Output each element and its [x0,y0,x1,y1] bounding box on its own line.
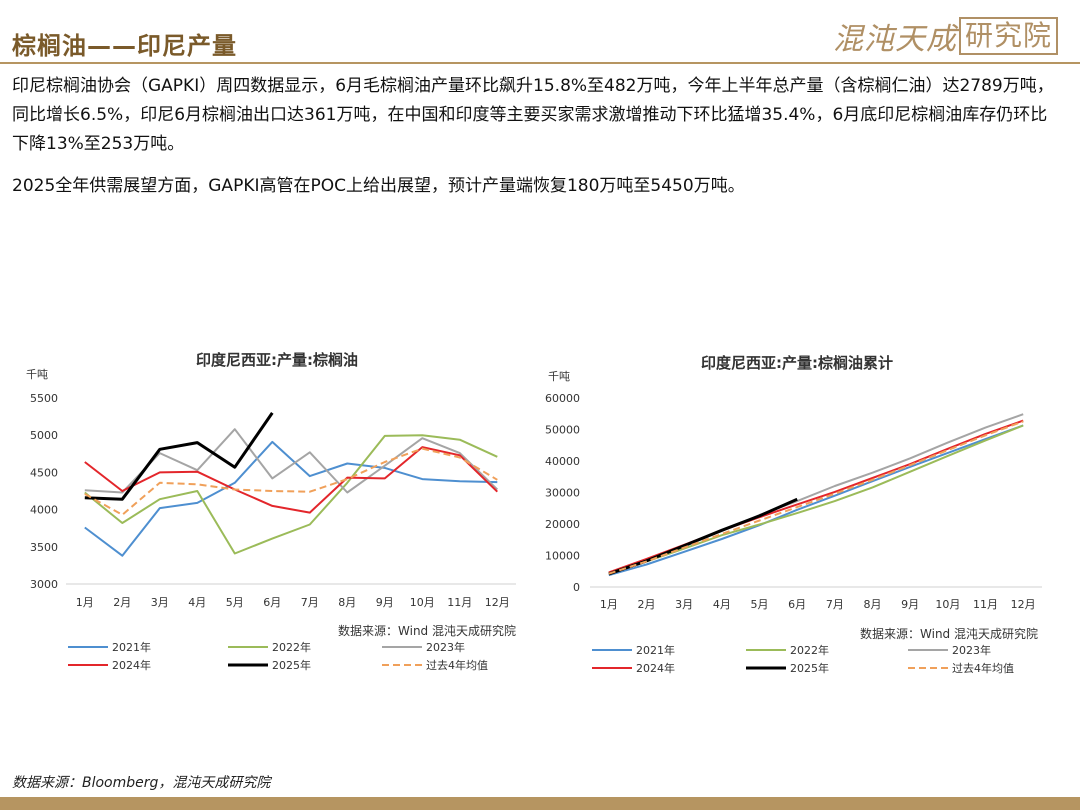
y-axis-unit: 千吨 [26,368,48,381]
y-tick-label: 0 [573,581,580,594]
legend-label: 2023年 [426,640,465,654]
legend-label: 2024年 [112,658,151,672]
x-tick-label: 8月 [338,596,356,609]
y-tick-label: 4000 [30,504,58,517]
header-divider [0,62,1080,64]
x-tick-label: 3月 [675,598,693,611]
legend-label: 2024年 [636,661,675,675]
legend-label: 2021年 [636,643,675,657]
logo-main-text: 混沌天成 [832,22,957,57]
x-tick-label: 8月 [864,598,882,611]
x-tick-label: 9月 [376,596,394,609]
series-line-5 [84,447,498,516]
chart-title: 印度尼西亚:产量:棕榈油累计 [701,354,893,372]
legend-label: 2025年 [790,661,829,675]
legend-label: 2023年 [952,643,991,657]
y-tick-label: 5000 [30,429,58,442]
y-tick-label: 5500 [30,392,58,405]
series-line-2 [84,428,498,494]
x-tick-label: 4月 [713,598,731,611]
legend-label: 过去4年均值 [426,658,488,672]
legend-label: 2025年 [272,658,311,672]
series-line-3 [84,446,498,514]
x-tick-label: 10月 [935,598,960,611]
header: 棕榈油——印尼产量 混沌天成 研究院 [0,0,1080,64]
y-tick-label: 3500 [30,541,58,554]
legend-label: 2022年 [272,640,311,654]
series-line-0 [84,440,498,557]
series-line-0 [608,424,1024,577]
y-tick-label: 30000 [545,487,580,500]
summary-paragraph-1: 印尼棕榈油协会（GAPKI）周四数据显示，6月毛棕榈油产量环比飙升15.8%至4… [12,76,1054,154]
footer-bar [0,797,1080,810]
logo-box-text: 研究院 [958,17,1058,55]
series-line-5 [608,420,1024,575]
x-tick-label: 4月 [188,596,206,609]
x-tick-label: 2月 [113,596,131,609]
x-tick-label: 6月 [788,598,806,611]
x-tick-label: 6月 [263,596,281,609]
series-line-1 [84,434,498,555]
y-tick-label: 60000 [545,392,580,405]
chart-source-note: 数据来源：Wind 混沌天成研究院 [338,623,516,638]
brand-logo: 混沌天成 研究院 [833,14,1058,58]
x-tick-label: 7月 [826,598,844,611]
footer-source: 数据来源：Bloomberg，混沌天成研究院 [12,775,271,791]
x-tick-label: 5月 [226,596,244,609]
x-tick-label: 12月 [1011,598,1036,611]
legend-label: 2021年 [112,640,151,654]
x-tick-label: 1月 [600,598,618,611]
series-line-4 [84,412,274,501]
chart-title: 印度尼西亚:产量:棕榈油 [196,351,358,369]
y-tick-label: 20000 [545,518,580,531]
y-tick-label: 50000 [545,424,580,437]
x-tick-label: 11月 [447,596,472,609]
x-tick-label: 11月 [973,598,998,611]
x-tick-label: 10月 [410,596,435,609]
x-tick-label: 9月 [901,598,919,611]
legend-label: 2022年 [790,643,829,657]
y-tick-label: 4500 [30,466,58,479]
x-tick-label: 5月 [751,598,769,611]
x-tick-label: 7月 [301,596,319,609]
y-tick-label: 3000 [30,578,58,591]
x-tick-label: 12月 [485,596,510,609]
legend-label: 过去4年均值 [952,661,1014,675]
x-tick-label: 1月 [76,596,94,609]
x-tick-label: 3月 [151,596,169,609]
chart-source-note: 数据来源：Wind 混沌天成研究院 [860,626,1038,641]
y-tick-label: 10000 [545,550,580,563]
y-axis-unit: 千吨 [548,370,570,383]
y-tick-label: 40000 [545,455,580,468]
page-title: 棕榈油——印尼产量 [12,32,237,60]
x-tick-label: 2月 [638,598,656,611]
summary-paragraph-2: 2025全年供需展望方面，GAPKI高管在POC上给出展望，预计产量端恢复180… [12,176,745,196]
series-line-4 [608,497,798,576]
